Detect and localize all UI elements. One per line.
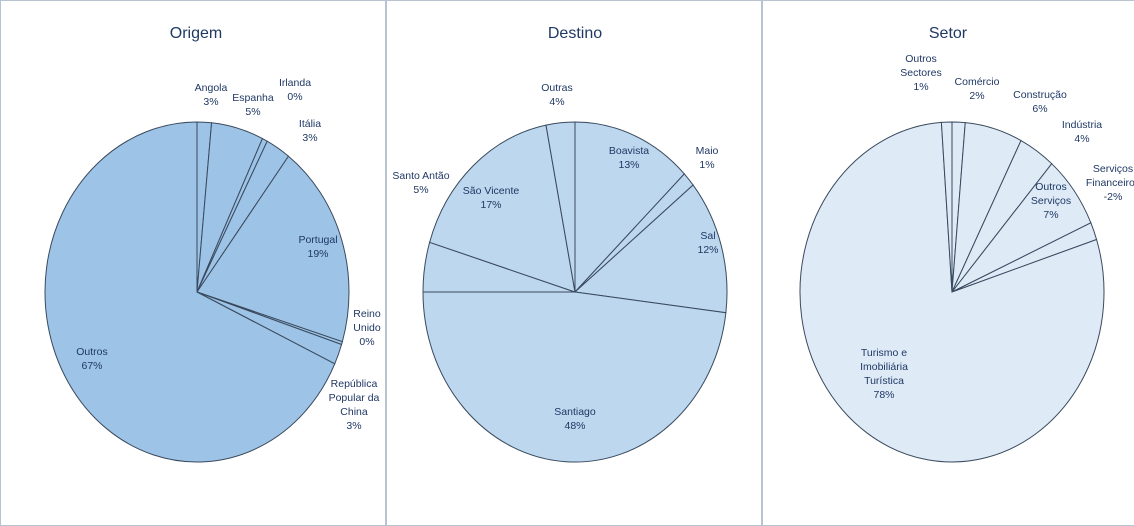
chart-title-setor: Setor	[929, 25, 968, 42]
data-label: Itália 3%	[299, 118, 321, 144]
data-label: Comércio 2%	[955, 76, 1000, 102]
data-label: Outros Sectores 1%	[900, 53, 941, 93]
data-label: ServiçosFinanceiros-2%	[1086, 163, 1134, 203]
data-label: Espanha 5%	[232, 92, 274, 118]
data-label: República Popular da China 3%	[329, 378, 380, 432]
data-label: Outras 4%	[541, 82, 573, 108]
data-label: Irlanda 0%	[279, 77, 311, 103]
data-label: Maio 1%	[696, 145, 719, 171]
chart-title-origem: Origem	[170, 25, 222, 42]
data-label: Indústria 4%	[1062, 119, 1102, 145]
data-label: Reino Unido 0%	[353, 308, 381, 348]
data-label: Santo Antão 5%	[392, 170, 449, 196]
chart-title-destino: Destino	[548, 25, 602, 42]
data-label: Construção 6%	[1013, 89, 1067, 115]
data-label: Angola 3%	[195, 82, 228, 108]
pie-slice	[423, 292, 726, 462]
